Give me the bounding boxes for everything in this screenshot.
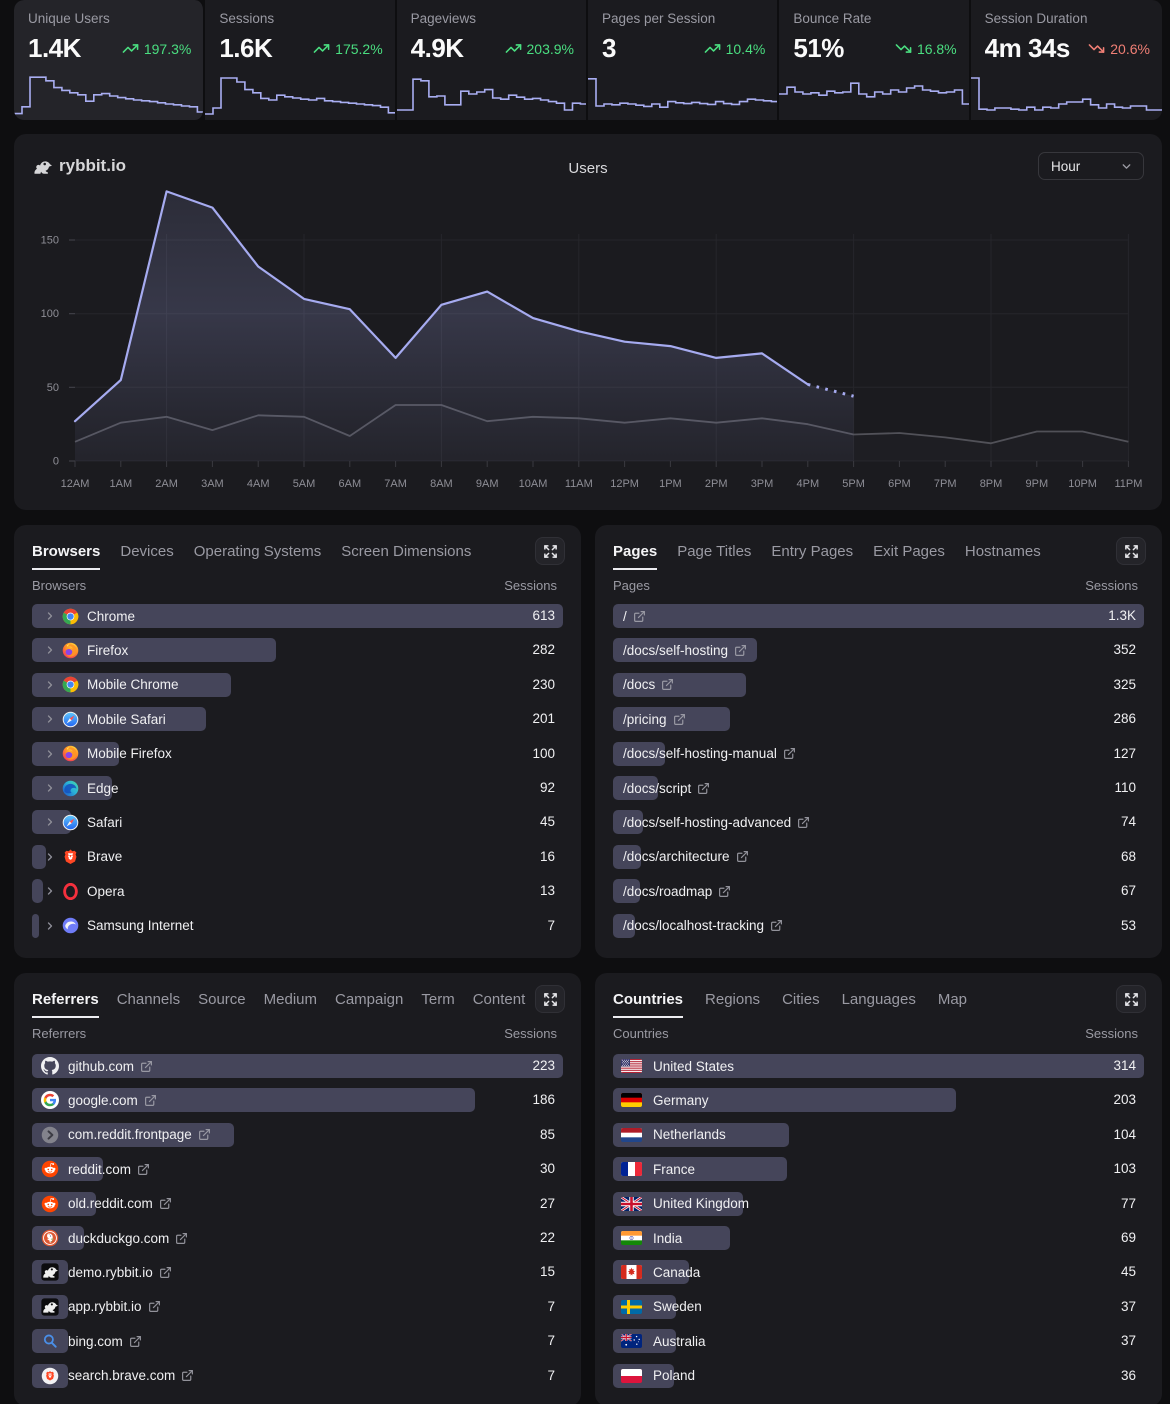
svg-text:100: 100 (41, 308, 59, 320)
svg-text:50: 50 (47, 382, 59, 394)
svg-text:9AM: 9AM (476, 478, 499, 490)
svg-text:2PM: 2PM (705, 478, 728, 490)
svg-text:10PM: 10PM (1068, 478, 1097, 490)
svg-text:7PM: 7PM (934, 478, 957, 490)
svg-text:3AM: 3AM (201, 478, 224, 490)
svg-text:4PM: 4PM (796, 478, 819, 490)
svg-text:150: 150 (41, 235, 59, 247)
svg-text:11AM: 11AM (565, 478, 593, 490)
svg-text:8PM: 8PM (980, 478, 1003, 490)
svg-text:8AM: 8AM (430, 478, 453, 490)
svg-text:2AM: 2AM (155, 478, 178, 490)
svg-text:12PM: 12PM (610, 478, 639, 490)
svg-text:4AM: 4AM (247, 478, 270, 490)
svg-text:1AM: 1AM (109, 478, 132, 490)
svg-text:11PM: 11PM (1114, 478, 1142, 490)
svg-text:9PM: 9PM (1025, 478, 1048, 490)
svg-text:3PM: 3PM (751, 478, 774, 490)
svg-text:12AM: 12AM (61, 478, 90, 490)
svg-text:7AM: 7AM (384, 478, 407, 490)
svg-text:1PM: 1PM (659, 478, 682, 490)
svg-text:0: 0 (53, 456, 59, 468)
svg-text:6AM: 6AM (338, 478, 361, 490)
svg-text:10AM: 10AM (519, 478, 548, 490)
svg-text:5PM: 5PM (842, 478, 865, 490)
svg-text:5AM: 5AM (293, 478, 316, 490)
svg-text:6PM: 6PM (888, 478, 911, 490)
